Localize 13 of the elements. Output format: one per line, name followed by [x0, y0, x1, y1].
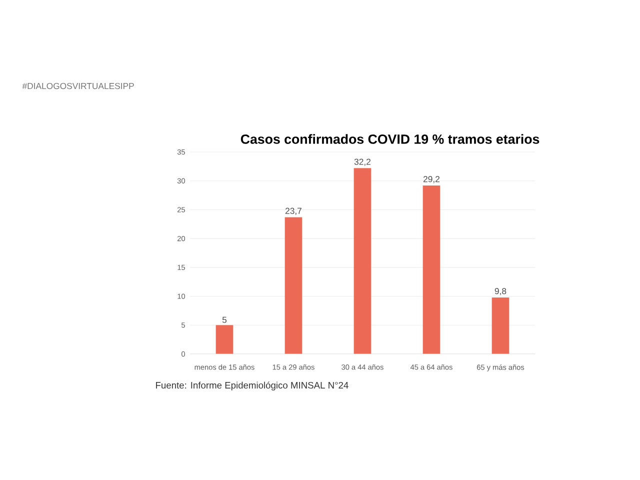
chart-title: Casos confirmados COVID 19 % tramos etarios: [240, 134, 540, 144]
bar: [216, 325, 234, 354]
bar: [422, 185, 440, 354]
data-label: 29,2: [424, 176, 440, 184]
data-label: 9,8: [494, 288, 506, 296]
data-label: 5: [222, 316, 227, 323]
bar: [284, 217, 302, 354]
source-note: Fuente: Informe Epidemiológico MINSAL N°24: [156, 382, 348, 390]
data-label: 23,7: [286, 208, 302, 215]
text: #DIALOGOSVIRTUALESIPP: [22, 82, 134, 90]
bar: [492, 297, 510, 354]
data-label: 32,2: [354, 158, 370, 166]
bar: [354, 168, 372, 354]
